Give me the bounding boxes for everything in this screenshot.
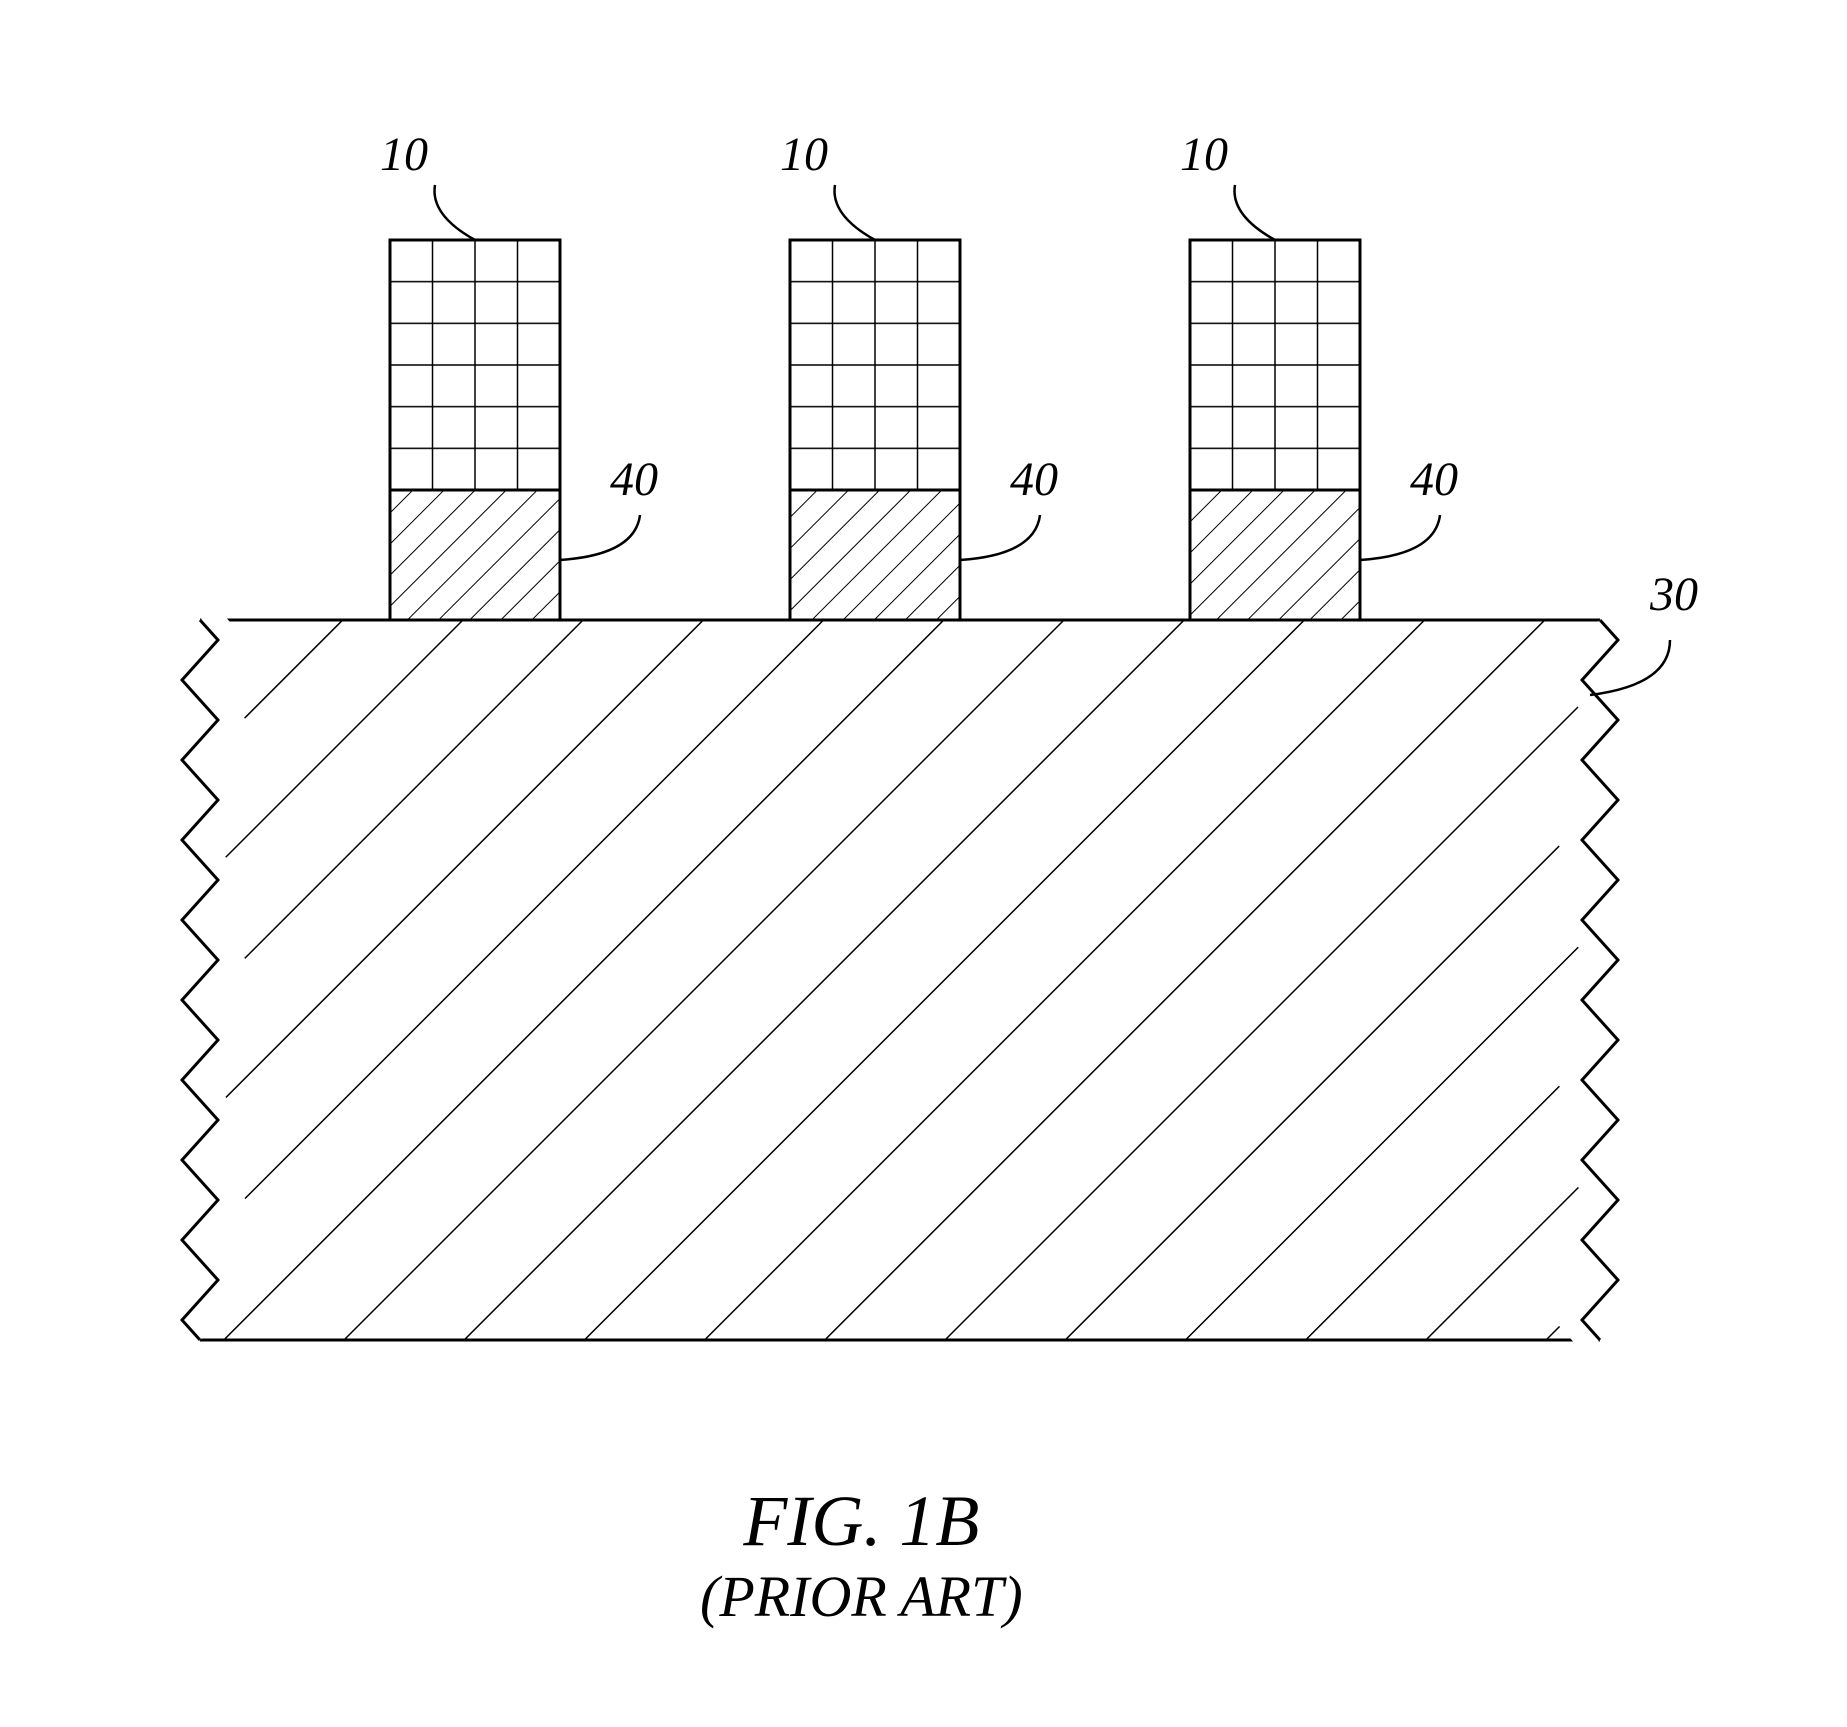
leader-line: [435, 185, 476, 240]
label-ref10b: 10: [780, 128, 875, 240]
ref-number: 10: [780, 128, 828, 181]
caption-line1: FIG. 1B: [700, 1480, 1023, 1563]
pillar-top: [790, 240, 960, 490]
ref-number: 10: [380, 128, 428, 181]
pillar-top: [1190, 240, 1360, 490]
patent-figure: 10 10 10 40 40 40 30: [0, 0, 1847, 1727]
ref-number: 40: [1410, 453, 1458, 506]
leader-line: [1360, 515, 1440, 560]
leader-line: [1235, 185, 1276, 240]
leader-line: [560, 515, 640, 560]
pillar-base: [390, 490, 560, 620]
label-ref10c: 10: [1180, 128, 1275, 240]
ref-number: 40: [610, 453, 658, 506]
caption-line2: (PRIOR ART): [700, 1563, 1023, 1630]
pillar-1: [390, 240, 560, 620]
substrate-body: [200, 620, 1600, 1340]
label-ref40a: 40: [560, 453, 658, 560]
leader-line: [835, 185, 876, 240]
pillar-top: [390, 240, 560, 490]
label-ref10a: 10: [380, 128, 475, 240]
label-ref40b: 40: [960, 453, 1058, 560]
pillar-base: [1190, 490, 1360, 620]
leader-line: [960, 515, 1040, 560]
pillar-base: [790, 490, 960, 620]
pillar-2: [790, 240, 960, 620]
figure-caption: FIG. 1B (PRIOR ART): [700, 1480, 1023, 1630]
ref-number: 10: [1180, 128, 1228, 181]
label-ref40c: 40: [1360, 453, 1458, 560]
ref-number: 30: [1649, 568, 1698, 621]
pillar-3: [1190, 240, 1360, 620]
ref-number: 40: [1010, 453, 1058, 506]
